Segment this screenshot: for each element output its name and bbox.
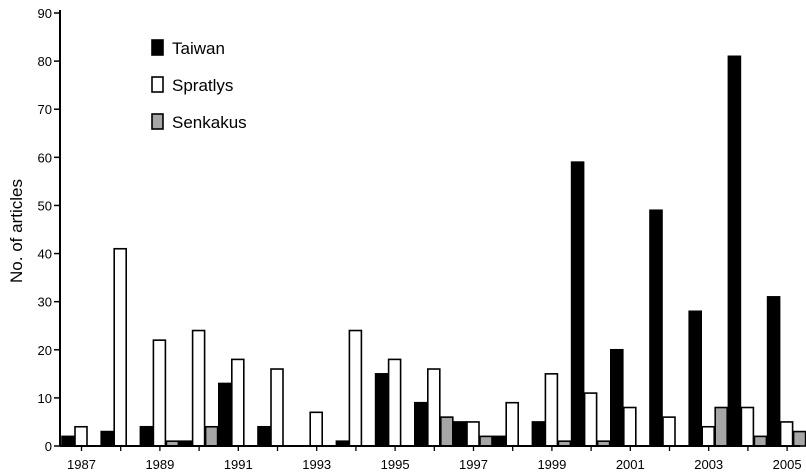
legend-label-taiwan: Taiwan — [172, 39, 225, 58]
bar-spratlys-1998 — [505, 401, 520, 447]
bar-taiwan-2000 — [570, 161, 585, 447]
y-tick-label: 50 — [38, 198, 52, 213]
y-tick-label: 40 — [38, 247, 52, 262]
bar-senkakus-2003 — [714, 406, 729, 447]
x-tick-label: 1993 — [302, 457, 331, 472]
bar-taiwan-1997 — [453, 421, 467, 447]
bar-spratlys-1997 — [466, 421, 480, 447]
y-tick-label: 30 — [38, 295, 52, 310]
legend-swatch-senkakus — [151, 113, 164, 130]
bar-spratlys-2000 — [583, 392, 598, 447]
y-axis-title: No. of articles — [7, 179, 26, 283]
bar-spratlys-2003 — [701, 425, 716, 447]
bar-taiwan-1996 — [413, 401, 428, 447]
bar-spratlys-1994 — [348, 329, 363, 447]
axes-layer: 0 10 20 30 40 50 60 70 80 90 1987 1989 1991 1993 1995 1… — [38, 6, 802, 472]
bar-spratlys-2004 — [740, 406, 755, 447]
y-tick-label: 90 — [38, 6, 52, 21]
bar-spratlys-1987 — [74, 425, 88, 447]
legend-swatch-spratlys — [151, 76, 164, 93]
bar-spratlys-1988 — [113, 247, 127, 447]
x-tick-label: 1991 — [224, 457, 253, 472]
y-tick-label: 10 — [38, 391, 52, 406]
bar-spratlys-2001 — [622, 406, 637, 447]
bar-taiwan-1998 — [492, 435, 507, 447]
x-tick-label: 1999 — [537, 457, 566, 472]
x-tick-label: 2001 — [616, 457, 645, 472]
x-tick-label: 1987 — [67, 457, 96, 472]
bar-taiwan-2001 — [609, 348, 624, 447]
bar-senkakus-2005 — [792, 430, 806, 447]
bar-spratlys-1991 — [231, 358, 245, 447]
bar-taiwan-1988 — [100, 430, 114, 447]
y-tick-label: 0 — [45, 439, 52, 454]
x-tick-label: 1997 — [459, 457, 488, 472]
x-tick-label: 1989 — [145, 457, 174, 472]
bar-spratlys-2002 — [662, 416, 676, 447]
y-tick-label: 20 — [38, 343, 52, 358]
bar-senkakus-1996 — [439, 416, 454, 447]
legend: Taiwan Spratlys Senkakus — [151, 39, 247, 132]
bar-spratlys-1996 — [426, 368, 441, 447]
bar-senkakus-1997 — [479, 435, 493, 447]
bar-taiwan-1992 — [257, 425, 271, 447]
y-tick-label: 80 — [38, 54, 52, 69]
bar-taiwan-1991 — [218, 382, 232, 447]
bar-taiwan-2002 — [649, 209, 663, 447]
x-tick-label: 2005 — [773, 457, 802, 472]
bar-taiwan-1987 — [61, 435, 75, 447]
bar-taiwan-2005 — [766, 296, 781, 447]
legend-label-senkakus: Senkakus — [172, 113, 247, 132]
bar-spratlys-1999 — [544, 373, 559, 447]
bar-senkakus-1990 — [204, 425, 219, 447]
bar-taiwan-1999 — [531, 421, 546, 447]
bar-spratlys-1989 — [152, 339, 167, 447]
legend-label-spratlys: Spratlys — [172, 76, 233, 95]
x-tick-label: 1995 — [381, 457, 410, 472]
y-tick-label: 70 — [38, 102, 52, 117]
bar-taiwan-2003 — [688, 310, 703, 447]
bar-taiwan-2004 — [727, 55, 742, 447]
bar-taiwan-1995 — [374, 373, 389, 447]
bar-spratlys-2005 — [779, 421, 794, 447]
bar-taiwan-1989 — [139, 425, 154, 447]
bar-senkakus-2004 — [753, 435, 768, 447]
legend-swatch-taiwan — [151, 39, 164, 56]
y-tick-label: 60 — [38, 150, 52, 165]
bar-spratlys-1993 — [309, 411, 324, 447]
x-tick-label: 2003 — [694, 457, 723, 472]
bar-spratlys-1990 — [191, 329, 206, 447]
bar-spratlys-1992 — [270, 368, 284, 447]
bar-spratlys-1995 — [387, 358, 402, 447]
